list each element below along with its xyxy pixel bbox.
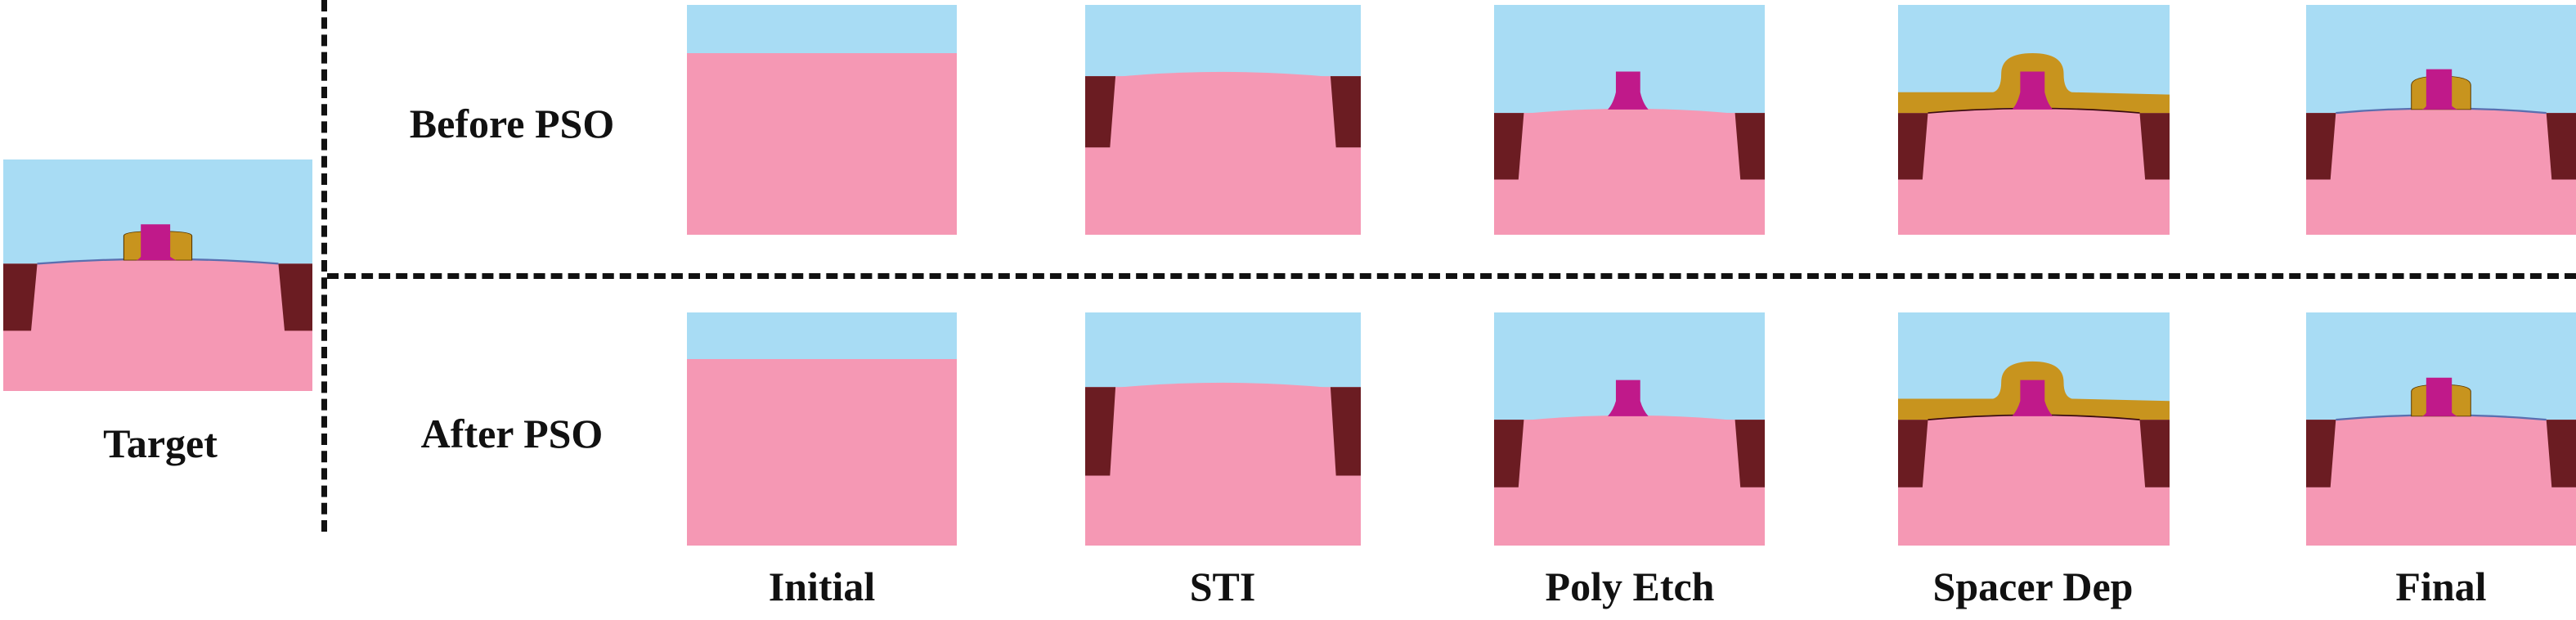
active-mesa — [1524, 415, 1735, 420]
target-profile — [3, 159, 312, 391]
process-profile — [1085, 5, 1361, 235]
sti-trench-left — [3, 263, 38, 331]
active-mesa — [1115, 382, 1331, 389]
panel-after-pso-poly-etch — [1494, 312, 1765, 546]
silicon-substrate — [1085, 76, 1361, 235]
vertical-divider — [321, 0, 327, 532]
panel-before-pso-poly-etch — [1494, 5, 1765, 235]
sti-trench-left — [2306, 113, 2336, 180]
process-profile — [2306, 5, 2576, 235]
sti-trench-right — [2546, 113, 2576, 180]
panel-after-pso-spacer-dep — [1898, 312, 2170, 546]
panel-after-pso-final — [2306, 312, 2576, 546]
sti-trench-right — [2139, 113, 2170, 180]
silicon-substrate — [2306, 113, 2576, 235]
sti-trench-right — [1330, 387, 1361, 476]
sti-trench-right — [278, 263, 312, 331]
poly-gate — [2421, 377, 2457, 416]
sti-trench-left — [1494, 113, 1524, 180]
row-label-before-pso: Before PSO — [409, 101, 615, 146]
sti-trench-right — [1330, 76, 1361, 148]
sti-trench-left — [2306, 420, 2336, 487]
stage-label-sti: STI — [1189, 564, 1256, 609]
silicon-substrate — [1898, 420, 2170, 546]
silicon-substrate — [1494, 113, 1765, 235]
stage-label-final: Final — [2395, 564, 2487, 609]
poly-gate — [2421, 69, 2457, 110]
panel-before-pso-initial — [687, 5, 957, 235]
active-mesa — [1524, 108, 1735, 114]
horizontal-divider — [327, 273, 2576, 279]
panel-after-pso-initial — [687, 312, 957, 546]
poly-gate — [1608, 71, 1649, 110]
silicon-substrate — [1494, 420, 1765, 546]
process-profile — [1898, 5, 2170, 235]
silicon-substrate — [2306, 420, 2576, 546]
process-profile — [2306, 312, 2576, 546]
row-label-after-pso: After PSO — [420, 411, 604, 456]
sti-trench-left — [1898, 420, 1928, 487]
sti-trench-left — [1898, 113, 1928, 180]
poly-gate — [2012, 380, 2053, 416]
sti-trench-left — [1494, 420, 1524, 487]
panel-after-pso-sti — [1085, 312, 1361, 546]
silicon-substrate — [687, 359, 957, 546]
sti-trench-right — [1735, 113, 1765, 180]
target-panel — [3, 159, 312, 391]
process-profile — [687, 5, 957, 235]
panel-before-pso-spacer-dep — [1898, 5, 2170, 235]
process-profile — [1494, 312, 1765, 546]
silicon-substrate — [1898, 113, 2170, 235]
panel-before-pso-sti — [1085, 5, 1361, 235]
panel-before-pso-final — [2306, 5, 2576, 235]
process-profile — [1898, 312, 2170, 546]
stage-label-spacer-dep: Spacer Dep — [1932, 564, 2134, 609]
process-profile — [687, 312, 957, 546]
poly-gate — [2012, 71, 2053, 110]
active-mesa — [1115, 71, 1331, 77]
sti-trench-left — [1085, 76, 1116, 148]
process-profile — [1085, 312, 1361, 546]
silicon-substrate — [687, 53, 957, 235]
sti-trench-left — [1085, 387, 1116, 476]
process-profile — [1494, 5, 1765, 235]
poly-gate — [1608, 380, 1649, 416]
sti-trench-right — [1735, 420, 1765, 487]
stage-label-poly-etch: Poly Etch — [1545, 564, 1715, 609]
silicon-substrate — [3, 263, 312, 391]
target-label: Target — [103, 420, 218, 466]
poly-gate — [136, 224, 177, 261]
sti-trench-right — [2139, 420, 2170, 487]
silicon-substrate — [1085, 387, 1361, 546]
stage-label-initial: Initial — [768, 564, 876, 609]
sti-trench-right — [2546, 420, 2576, 487]
